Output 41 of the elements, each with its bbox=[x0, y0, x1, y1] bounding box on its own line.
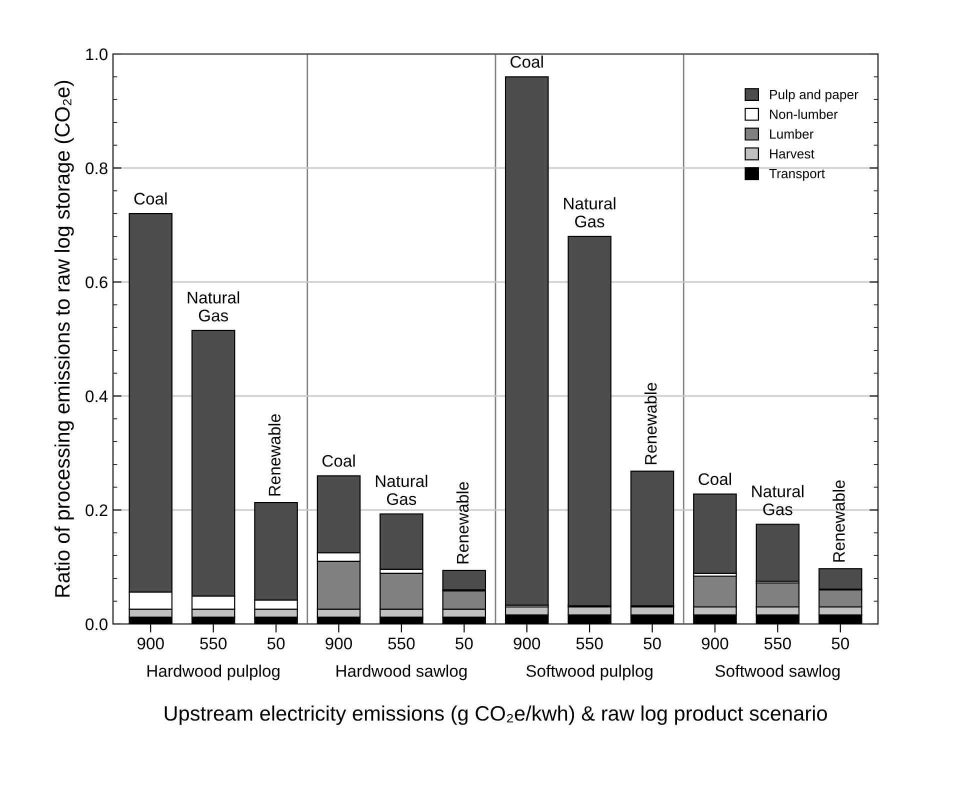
x-tick-label: 50 bbox=[267, 638, 285, 650]
y-axis-title: Ratio of processing emissions to raw log storage (CO₂e) bbox=[54, 80, 74, 597]
x-tick-label: 900 bbox=[138, 638, 164, 650]
annotation: Coal bbox=[698, 472, 731, 486]
legend-label: Non-lumber bbox=[770, 109, 838, 119]
legend-label: Transport bbox=[769, 169, 825, 181]
y-tick-label: 0.4 bbox=[86, 390, 108, 402]
y-tick-label: 1.0 bbox=[86, 48, 108, 60]
annotation: Coal bbox=[510, 56, 543, 68]
annotation: Natural Gas bbox=[188, 291, 240, 322]
x-tick-label: 50 bbox=[456, 638, 473, 650]
y-tick-label: 0.2 bbox=[86, 504, 108, 516]
text: Softwood pulplog bbox=[526, 664, 652, 680]
text: Softwood sawlog bbox=[715, 664, 840, 680]
annotation: Natural Gas bbox=[752, 485, 804, 516]
x-tick-label: 50 bbox=[644, 638, 661, 650]
x-tick-label: 550 bbox=[388, 638, 415, 650]
y-tick-label: 0.8 bbox=[86, 162, 108, 174]
legend-label: Pulp and paper bbox=[770, 90, 858, 102]
x-tick-label: 550 bbox=[576, 638, 603, 650]
x-axis-title: Upstream electricity emissions (g CO₂e/kwh) & raw log product scenario bbox=[164, 706, 827, 725]
annotation: Renewable bbox=[456, 482, 469, 564]
annotation: Renewable bbox=[644, 382, 657, 464]
annotation: Natural Gas bbox=[564, 197, 616, 228]
x-tick-label: 900 bbox=[326, 638, 352, 650]
legend-label: Lumber bbox=[770, 129, 814, 139]
annotation: Natural Gas bbox=[376, 474, 428, 505]
annotation: Renewable bbox=[832, 480, 845, 562]
text: Hardwood sawlog bbox=[336, 664, 467, 680]
annotation: Coal bbox=[134, 192, 167, 205]
annotation: Coal bbox=[322, 454, 355, 467]
x-tick-label: 900 bbox=[702, 638, 728, 650]
y-tick-label: 0.0 bbox=[86, 618, 108, 630]
x-tick-label: 550 bbox=[764, 638, 791, 650]
legend-label: Harvest bbox=[770, 149, 814, 159]
text: Hardwood pulplog bbox=[148, 664, 280, 680]
x-tick-label: 50 bbox=[832, 638, 849, 650]
annotation: Renewable bbox=[268, 414, 281, 496]
x-tick-label: 550 bbox=[200, 638, 227, 650]
y-tick-label: 0.6 bbox=[86, 276, 108, 288]
x-tick-label: 900 bbox=[514, 638, 540, 650]
